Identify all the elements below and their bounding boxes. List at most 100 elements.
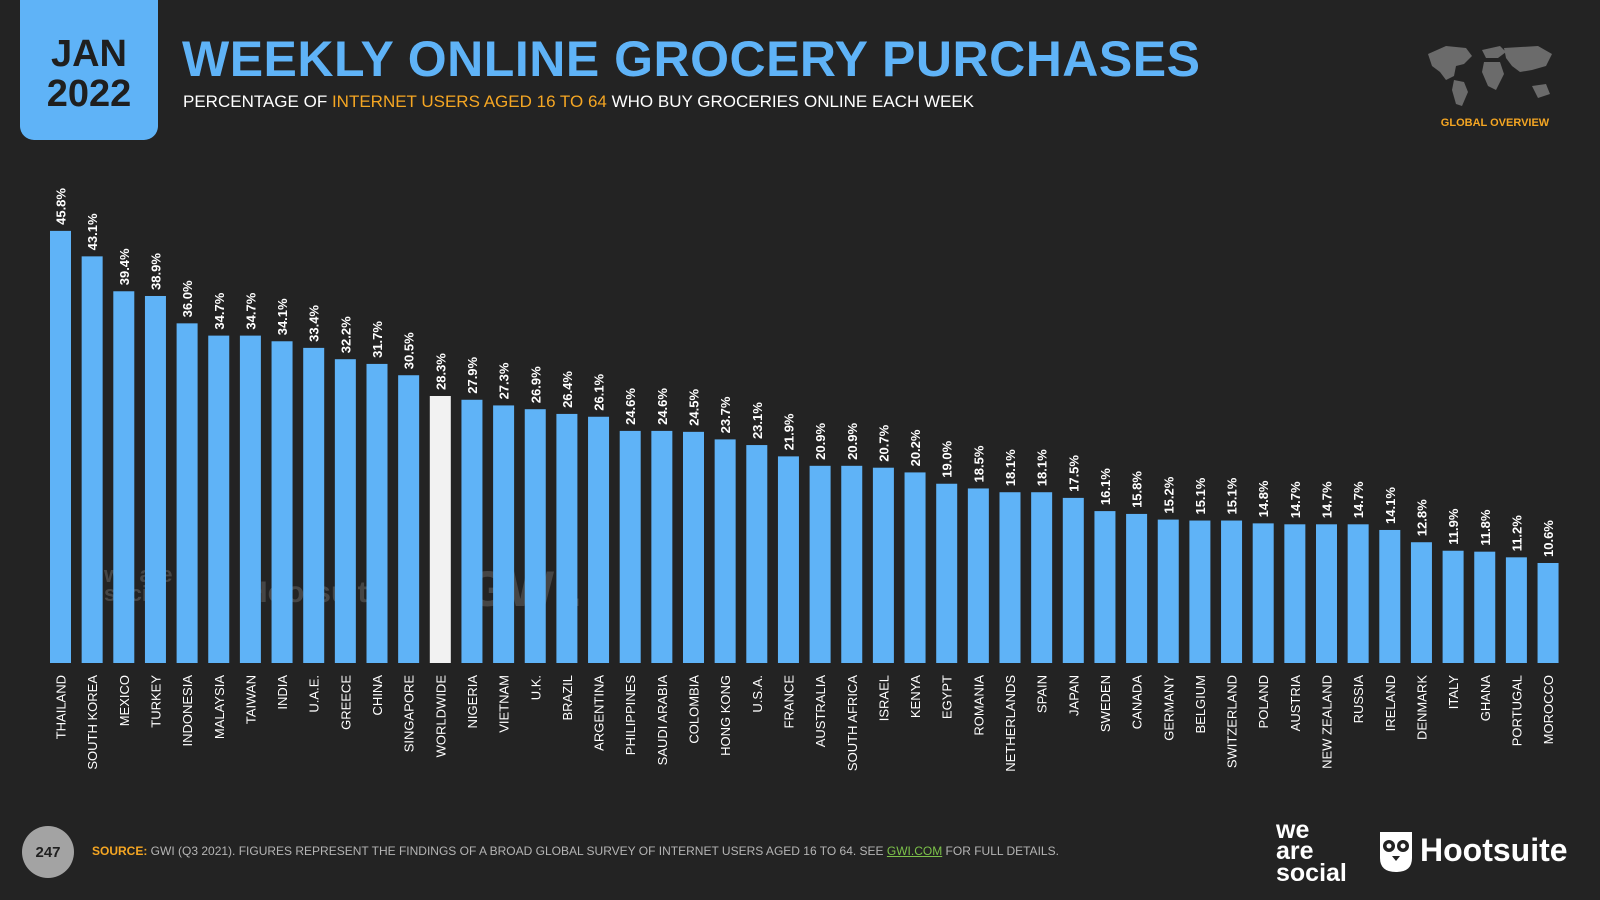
bar-mexico xyxy=(113,291,135,663)
bar-ireland xyxy=(1379,529,1401,663)
category-label: AUSTRIA xyxy=(1288,675,1303,732)
value-label: 15.2% xyxy=(1161,476,1176,513)
bar-morocco xyxy=(1537,562,1559,663)
value-label: 38.9% xyxy=(148,253,163,290)
category-label: PORTUGAL xyxy=(1509,675,1524,746)
category-label: RUSSIA xyxy=(1351,675,1366,724)
value-label: 33.4% xyxy=(307,305,322,342)
bar-netherlands xyxy=(999,492,1021,663)
category-label: WORLDWIDE xyxy=(433,675,448,758)
value-label: 23.1% xyxy=(750,402,765,439)
bar-italy xyxy=(1442,550,1464,663)
value-label: 24.6% xyxy=(655,388,670,425)
source-text: GWI (Q3 2021). FIGURES REPRESENT THE FIN… xyxy=(147,844,887,858)
value-label: 27.3% xyxy=(497,362,512,399)
bar-sweden xyxy=(1094,511,1116,663)
bar-argentina xyxy=(588,416,610,663)
category-label: BRAZIL xyxy=(560,675,575,721)
category-label: IRELAND xyxy=(1383,675,1398,731)
value-label: 20.2% xyxy=(908,429,923,466)
subtitle-post: WHO BUY GROCERIES ONLINE EACH WEEK xyxy=(606,92,975,111)
bar-india xyxy=(271,341,293,663)
bar-spain xyxy=(1031,492,1053,663)
subtitle-highlight: INTERNET USERS AGED 16 TO 64 xyxy=(331,92,607,111)
bar-denmark xyxy=(1410,542,1432,663)
category-label: ROMANIA xyxy=(971,675,986,736)
category-label: U.K. xyxy=(528,675,543,700)
category-label: CANADA xyxy=(1130,675,1145,730)
category-label: PHILIPPINES xyxy=(623,675,638,756)
category-label: NEW ZEALAND xyxy=(1320,675,1335,769)
date-month: JAN xyxy=(50,33,128,76)
category-label: U.S.A. xyxy=(750,675,765,713)
value-label: 12.8% xyxy=(1414,499,1429,536)
global-overview-label: GLOBAL OVERVIEW xyxy=(1440,117,1550,129)
bar-egypt xyxy=(936,483,958,663)
owl-icon xyxy=(1380,832,1412,872)
value-label: 28.3% xyxy=(433,353,448,390)
value-label: 21.9% xyxy=(781,413,796,450)
category-label: VIETNAM xyxy=(497,675,512,733)
bar-indonesia xyxy=(176,323,198,663)
bar-malaysia xyxy=(208,335,230,663)
bar-ghana xyxy=(1474,551,1496,663)
bar-south-africa xyxy=(841,465,863,663)
value-label: 36.0% xyxy=(180,280,195,317)
category-label: SAUDI ARABIA xyxy=(655,675,670,766)
category-label: DENMARK xyxy=(1414,675,1429,740)
source-link[interactable]: GWI.COM xyxy=(886,844,943,858)
bar-greece xyxy=(334,359,356,663)
brand-was-line-1: we xyxy=(1276,816,1310,844)
bar-austria xyxy=(1284,524,1306,663)
value-label: 14.8% xyxy=(1256,480,1271,517)
brand-was-line-2: are xyxy=(1276,837,1314,866)
value-label: 14.7% xyxy=(1320,481,1335,518)
bar-romania xyxy=(967,488,989,663)
value-label: 15.8% xyxy=(1130,471,1145,508)
category-label: NIGERIA xyxy=(465,675,480,729)
value-label: 34.1% xyxy=(275,298,290,335)
bar-vietnam xyxy=(493,405,515,663)
we-are-social-logo: we are social xyxy=(1276,816,1347,885)
bar-saudi-arabia xyxy=(651,430,673,663)
value-label: 19.0% xyxy=(940,440,955,477)
bar-germany xyxy=(1157,519,1179,663)
bar-switzerland xyxy=(1221,520,1243,663)
date-tab: JAN 2022 xyxy=(20,0,158,140)
bar-new-zealand xyxy=(1316,524,1337,663)
value-label: 11.9% xyxy=(1446,508,1461,545)
value-label: 27.9% xyxy=(465,356,480,393)
value-label: 18.1% xyxy=(1035,449,1050,486)
world-map-icon xyxy=(1428,46,1552,106)
category-label: MOROCCO xyxy=(1541,675,1556,744)
value-label: 32.2% xyxy=(338,316,353,353)
category-label: POLAND xyxy=(1256,675,1271,728)
value-label: 14.1% xyxy=(1383,487,1398,524)
category-label: SINGAPORE xyxy=(402,675,417,753)
value-label: 11.2% xyxy=(1509,515,1524,552)
value-label: 20.7% xyxy=(876,424,891,461)
value-label: 26.1% xyxy=(592,373,607,410)
category-label: EGYPT xyxy=(940,675,955,719)
category-label: U.A.E. xyxy=(307,675,322,713)
value-label: 14.7% xyxy=(1351,481,1366,518)
value-label: 16.1% xyxy=(1098,468,1113,505)
page-title: WEEKLY ONLINE GROCERY PURCHASES xyxy=(182,31,1201,87)
value-label: 34.7% xyxy=(212,292,227,329)
bar-nigeria xyxy=(461,399,483,663)
bar-portugal xyxy=(1505,557,1527,663)
bar-u-k xyxy=(524,409,546,663)
category-label: INDIA xyxy=(275,675,290,710)
subtitle-pre: PERCENTAGE OF xyxy=(183,92,332,111)
bar-france xyxy=(777,456,799,663)
bar-china xyxy=(366,363,388,663)
date-year: 2022 xyxy=(46,73,132,115)
value-label: 23.7% xyxy=(718,396,733,433)
source-note: SOURCE: GWI (Q3 2021). FIGURES REPRESENT… xyxy=(92,844,1059,858)
category-label: TAIWAN xyxy=(243,675,258,724)
category-label: KENYA xyxy=(908,675,923,718)
category-label: GREECE xyxy=(338,675,353,730)
category-label: ITALY xyxy=(1446,675,1461,710)
value-label: 43.1% xyxy=(85,213,100,250)
category-label: THAILAND xyxy=(54,675,69,739)
